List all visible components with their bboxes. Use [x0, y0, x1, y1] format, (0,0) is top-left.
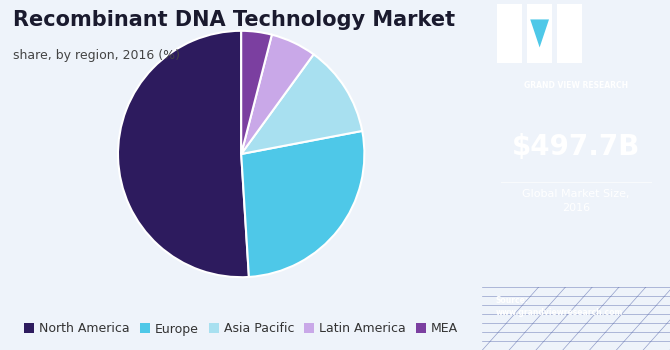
- FancyBboxPatch shape: [557, 4, 582, 63]
- Wedge shape: [241, 54, 362, 154]
- Text: Recombinant DNA Technology Market: Recombinant DNA Technology Market: [13, 10, 456, 30]
- Text: GRAND VIEW RESEARCH: GRAND VIEW RESEARCH: [524, 80, 628, 90]
- Wedge shape: [241, 35, 314, 154]
- FancyBboxPatch shape: [497, 4, 522, 63]
- FancyBboxPatch shape: [527, 4, 552, 63]
- Text: $497.7B: $497.7B: [512, 133, 641, 161]
- Text: share, by region, 2016 (%): share, by region, 2016 (%): [13, 49, 180, 62]
- Legend: North America, Europe, Asia Pacific, Latin America, MEA: North America, Europe, Asia Pacific, Lat…: [24, 322, 458, 336]
- Wedge shape: [241, 31, 272, 154]
- Wedge shape: [118, 31, 249, 277]
- Text: Global Market Size,
2016: Global Market Size, 2016: [523, 189, 630, 213]
- Text: Source:
www.grandviewresearch.com: Source: www.grandviewresearch.com: [496, 296, 623, 317]
- Polygon shape: [530, 19, 549, 48]
- Wedge shape: [241, 131, 364, 277]
